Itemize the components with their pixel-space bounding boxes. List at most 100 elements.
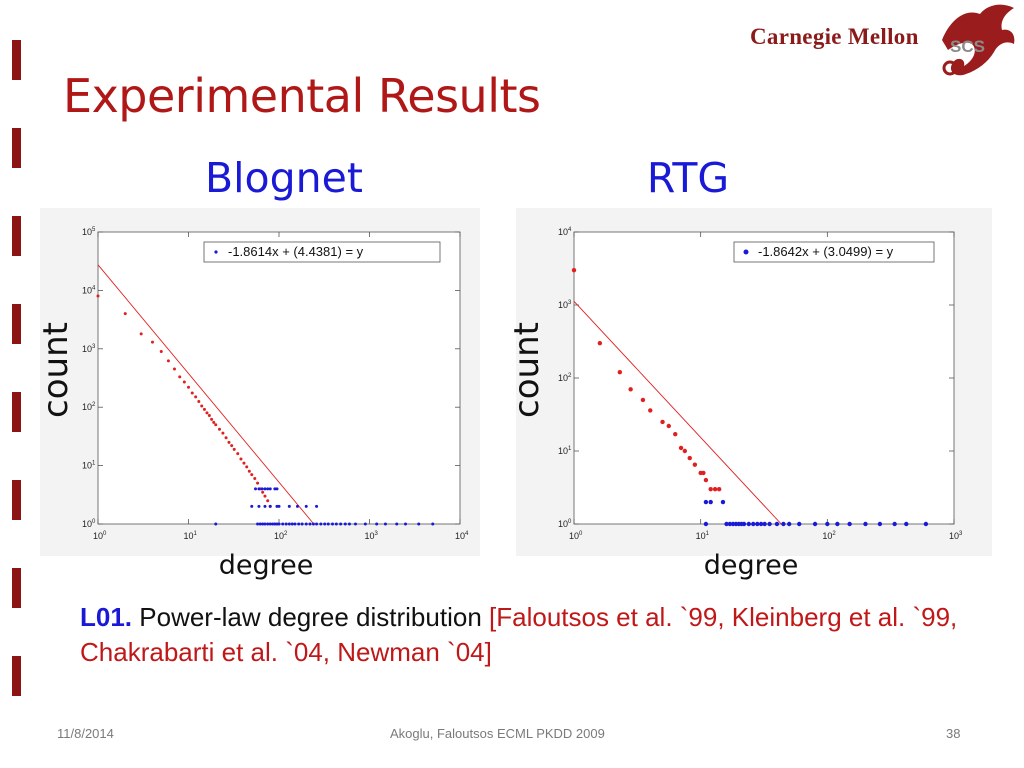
blognet-raw-point — [263, 522, 267, 526]
rtg-raw-point — [787, 521, 792, 527]
blognet-y-tick-label: 104 — [82, 285, 96, 295]
rtg-fit-point — [597, 340, 603, 346]
blognet-raw-point — [343, 522, 347, 526]
rtg-raw-point — [825, 521, 830, 527]
blognet-raw-point — [353, 522, 357, 526]
blognet-raw-point — [315, 522, 319, 526]
rtg-raw-point — [835, 521, 840, 527]
rtg-fit-point — [692, 462, 698, 467]
rtg-fit-point — [617, 370, 623, 375]
blognet-raw-point — [334, 522, 338, 526]
blognet-raw-point — [281, 522, 285, 526]
rtg-y-tick-label: 104 — [558, 227, 572, 237]
blognet-fit-point — [214, 423, 218, 427]
blognet-legend-box — [203, 241, 441, 263]
blognet-y-axis-label: count — [36, 322, 76, 418]
rtg-raw-point — [923, 521, 929, 527]
blognet-raw-point — [257, 487, 261, 491]
blognet-raw-point — [293, 522, 297, 526]
blognet-raw-point — [404, 522, 408, 526]
blognet-fit-point — [261, 490, 265, 494]
blognet-raw-point — [214, 522, 218, 526]
rtg-fit-point — [701, 470, 706, 476]
blognet-raw-point — [383, 522, 387, 526]
rtg-raw-point — [720, 499, 726, 505]
blognet-fit-point — [250, 473, 254, 477]
blognet-fit-point — [159, 349, 163, 353]
blognet-fit-point — [205, 411, 209, 415]
rtg-legend-marker — [743, 249, 749, 255]
blognet-raw-point — [257, 504, 261, 508]
blognet-legend-marker — [214, 250, 218, 254]
blognet-raw-point — [277, 504, 281, 508]
rtg-raw-point — [762, 521, 767, 527]
blognet-plot: 100 101 102 103 104 100 101 102 103 104 105 -1.8614… — [40, 208, 480, 556]
rtg-fit-point — [660, 419, 665, 425]
blognet-raw-point — [263, 504, 267, 508]
blognet-fit-line — [97, 264, 315, 525]
blognet-raw-point — [284, 522, 288, 526]
blognet-raw-point — [339, 522, 343, 526]
lesson-references: [Faloutsos et al. `99, Kleinberg et al. … — [80, 602, 958, 667]
footer-page-number: 38 — [946, 726, 961, 741]
rtg-fit-point — [716, 486, 722, 492]
blognet-fit-point — [194, 395, 198, 399]
blognet-fit-point — [210, 417, 214, 421]
blognet-raw-point — [268, 504, 272, 508]
blognet-raw-point — [315, 504, 319, 508]
rtg-raw-point — [863, 521, 868, 527]
rtg-x-tick-label: 103 — [949, 531, 963, 541]
carnegie-mellon-logo: Carnegie Mellon SCS — [744, 0, 1024, 84]
rtg-fit-point — [703, 477, 709, 483]
rtg-raw-point — [767, 521, 772, 527]
blognet-raw-point — [277, 522, 281, 526]
rtg-raw-point — [758, 521, 764, 527]
rtg-raw-point — [724, 521, 729, 527]
blognet-raw-point — [323, 522, 327, 526]
blognet-raw-point — [290, 522, 294, 526]
blognet-x-tick-label: 103 — [365, 531, 379, 541]
rtg-raw-point — [904, 521, 909, 527]
blognet-fit-point — [236, 452, 240, 456]
logo-text: Carnegie Mellon — [750, 24, 919, 49]
blognet-fit-point — [178, 375, 182, 379]
blognet-x-tick-label: 101 — [184, 531, 198, 541]
blognet-raw-point — [275, 487, 279, 491]
blognet-raw-point — [254, 487, 258, 491]
blognet-fit-point — [150, 340, 154, 344]
rtg-raw-point — [892, 521, 897, 527]
rtg-raw-point — [751, 521, 756, 527]
blognet-raw-point — [431, 522, 435, 526]
blognet-x-axis-label: degree — [218, 550, 314, 581]
rtg-legend-box — [733, 241, 935, 263]
rtg-y-tick-label: 100 — [558, 519, 572, 529]
blognet-fit-point — [230, 444, 234, 448]
blognet-raw-point — [417, 522, 421, 526]
rtg-fit-point — [648, 408, 653, 413]
rtg-fit-point — [673, 431, 678, 437]
blognet-raw-point — [256, 522, 260, 526]
blognet-fit-point — [245, 465, 249, 469]
blognet-legend-text: -1.8614x + (4.4381) = y — [228, 244, 364, 259]
rtg-fit-point — [666, 423, 671, 429]
blognet-raw-point — [273, 487, 277, 491]
blognet-raw-point — [250, 504, 254, 508]
blognet-fit-point — [123, 312, 127, 316]
rtg-fit-point — [678, 445, 684, 451]
rtg-raw-point — [755, 521, 760, 527]
rtg-fit-point — [640, 397, 646, 403]
blognet-raw-point — [304, 504, 308, 508]
lesson-id: L01. — [80, 602, 133, 632]
lesson-text: Power-law degree distribution — [139, 602, 482, 632]
blognet-axes-frame — [97, 231, 461, 525]
rtg-fit-line — [573, 301, 782, 525]
blognet-fit-point — [263, 494, 267, 498]
blognet-raw-point — [375, 522, 379, 526]
rtg-raw-point — [703, 499, 709, 505]
rtg-x-tick-label: 101 — [696, 531, 710, 541]
blognet-x-tick-label: 102 — [274, 531, 288, 541]
lesson-statement: L01. Power-law degree distribution [Falo… — [80, 600, 960, 670]
blognet-fit-point — [182, 380, 186, 384]
blognet-fit-point — [200, 404, 204, 408]
blognet-raw-point — [287, 504, 291, 508]
